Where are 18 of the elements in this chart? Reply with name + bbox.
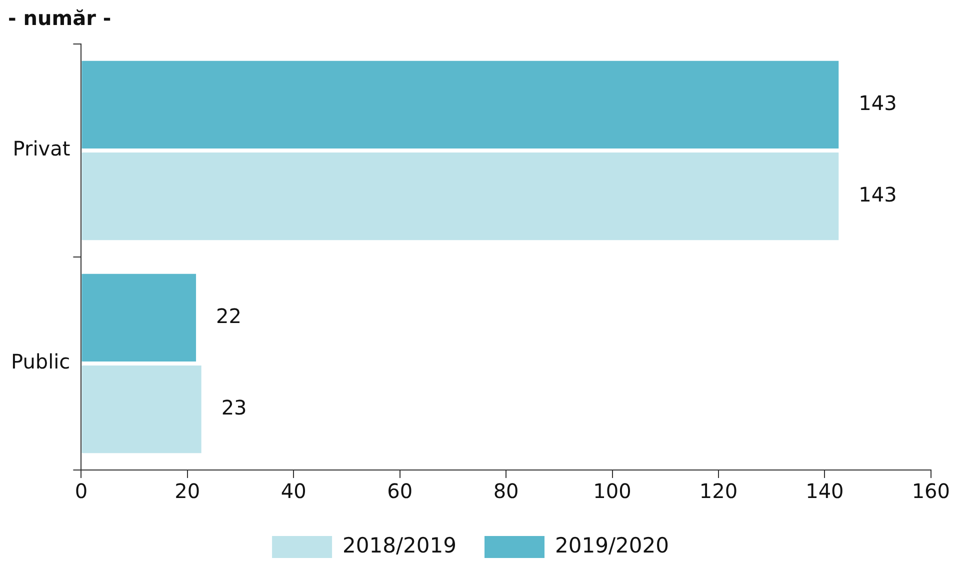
chart-title: - număr - [8, 6, 112, 30]
y-tick-label: Privat [12, 136, 70, 161]
x-tick-label: 140 [806, 479, 844, 504]
legend-label: 2019/2020 [555, 533, 669, 558]
x-tick-label: 40 [280, 479, 306, 504]
x-tick-label: 0 [74, 479, 88, 504]
data-label: 143 [858, 182, 897, 206]
legend-label: 2018/2019 [342, 533, 457, 558]
x-tick-label: 120 [699, 479, 738, 504]
data-label: 23 [221, 396, 247, 420]
data-label: 22 [216, 304, 242, 328]
x-tick-label: 60 [387, 479, 413, 504]
x-tick-label: 20 [174, 479, 200, 504]
x-tick-label: 160 [912, 479, 950, 504]
x-tick-label: 80 [493, 479, 519, 504]
x-tick-label: 100 [593, 479, 632, 504]
y-tick-label: Public [10, 350, 70, 374]
data-label: 143 [858, 90, 897, 115]
